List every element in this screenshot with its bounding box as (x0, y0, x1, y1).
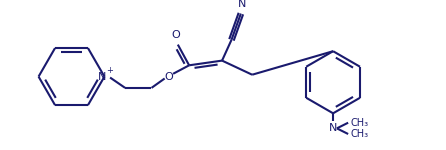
Text: N: N (97, 72, 106, 82)
Text: CH₃: CH₃ (351, 118, 368, 128)
Text: O: O (164, 72, 173, 82)
Text: +: + (106, 66, 112, 75)
Text: O: O (172, 30, 180, 40)
Text: CH₃: CH₃ (351, 129, 368, 139)
Text: N: N (329, 123, 337, 133)
Text: N: N (238, 0, 246, 9)
